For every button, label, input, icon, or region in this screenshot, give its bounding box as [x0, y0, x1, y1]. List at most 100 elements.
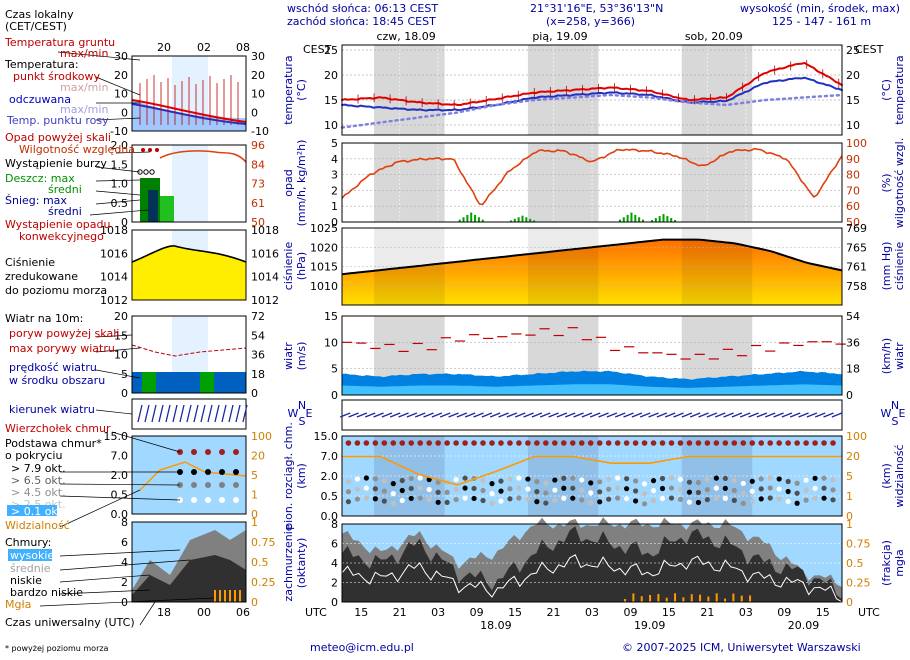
- mini-tick-right: 72: [251, 310, 265, 323]
- cloud-base-dot: [731, 477, 737, 483]
- bottom-hour-tick: 15: [662, 606, 676, 619]
- mini-wind-arrow: [200, 404, 206, 423]
- cloud-top-dot: [569, 440, 576, 446]
- compass-letter: S: [299, 415, 306, 428]
- cloud-base-dot: [552, 477, 558, 483]
- mini-tick: 1014: [100, 271, 128, 284]
- cloud-base-dot: [749, 488, 755, 494]
- mini-wind-arrow: [207, 404, 213, 423]
- cloud-base-dot: [381, 488, 387, 494]
- cloud-base-dot: [543, 500, 549, 506]
- cloud-base-dot: [480, 477, 486, 484]
- cloud-base-dot: [641, 501, 648, 507]
- bottom-hour-tick: 09: [470, 606, 484, 619]
- cloud-top-dot: [381, 440, 388, 446]
- legend-snow-mid: średni: [48, 205, 82, 218]
- mini-tick-right: 0.25: [251, 576, 276, 589]
- cloud-top-dot: [695, 440, 702, 446]
- cloud-base-dot: [507, 486, 513, 492]
- wind-arrow: [656, 412, 668, 418]
- mini-tick-right: 5: [251, 469, 258, 482]
- mini-storm-dot: [149, 169, 155, 175]
- wind-arrow: [731, 412, 743, 418]
- cloud-base-dot: [354, 476, 360, 482]
- cloud-top-dot: [749, 440, 756, 446]
- cloud-top-dot: [758, 440, 765, 446]
- legend-connector: [59, 549, 181, 557]
- mini-base-dot: [205, 497, 211, 503]
- cloud-base-dot: [516, 485, 522, 491]
- altitude-label: wysokość (min, środek, max): [740, 2, 900, 15]
- y-tick-label-right: 90: [846, 153, 860, 166]
- panel-frame: [341, 142, 843, 223]
- legend-rain-mid: średni: [48, 183, 82, 196]
- cloud-base-dot: [785, 488, 791, 495]
- mini-tick-right: 0.5: [251, 556, 269, 569]
- legend-connector: [59, 589, 151, 595]
- cloud-base-dot: [408, 485, 414, 492]
- y-tick-label-right: 0.75: [846, 538, 871, 551]
- bottom-hour-tick: 15: [816, 606, 830, 619]
- wind-arrow: [781, 412, 793, 418]
- y-tick-label-right: 20: [846, 450, 860, 463]
- cloud-base-dot: [381, 478, 387, 484]
- legend-cl-high: wysokie: [10, 549, 54, 562]
- wind-arrow: [414, 412, 426, 418]
- axis-side-label: opad: [282, 169, 295, 196]
- cloud-base-dot: [641, 481, 648, 487]
- mini-snow: [148, 190, 158, 222]
- cloud-base-dot: [794, 500, 800, 506]
- legend-wind-speed: prędkość wiatru: [9, 361, 97, 374]
- cloud-top-dot: [372, 440, 379, 446]
- y-tick-label-right: 765: [846, 241, 867, 254]
- wind-arrow: [389, 412, 401, 418]
- wind-arrow: [406, 412, 418, 418]
- mini-top-dot: [219, 449, 225, 455]
- cloud-base-dot: [794, 490, 800, 496]
- footer-email[interactable]: meteo@icm.edu.pl: [310, 641, 414, 654]
- bottom-hour-tick: 03: [739, 606, 753, 619]
- mini-tick: 1.0: [111, 178, 129, 191]
- y-tick-label: 10: [846, 119, 860, 132]
- legend-connector: [115, 151, 151, 154]
- axis-side-label: zachmurzenie: [282, 524, 295, 601]
- cloud-base-dot: [399, 487, 405, 494]
- mini-tick-right: 61: [251, 197, 265, 210]
- cloud-base-dot: [570, 495, 576, 501]
- mini-base-dot: [233, 469, 239, 475]
- cloud-base-dot: [588, 500, 594, 506]
- wind-arrow: [706, 412, 718, 418]
- mini-base-dot: [219, 482, 225, 488]
- mini-tick: 1012: [100, 294, 128, 307]
- mini-wind-area-green: [142, 372, 156, 393]
- y-tick-label-right: 1: [846, 518, 853, 531]
- legend-visibility: Widzialność: [5, 519, 70, 532]
- cloud-base-dot: [606, 496, 612, 502]
- wind-arrow: [748, 412, 759, 418]
- cloud-base-dot: [624, 486, 630, 492]
- wind-arrow: [481, 412, 493, 418]
- precip-panel: 0 1 2 3 4 5 50 60 70 80 90 100: [331, 137, 867, 229]
- humidity-line: [341, 147, 843, 206]
- cloud-base-dot: [830, 477, 836, 483]
- legend-wind-area: w środku obszaru: [9, 374, 105, 387]
- mini-tick: 15.0: [104, 430, 129, 443]
- fog-bar: [707, 596, 710, 602]
- y-tick-label-right: 0: [846, 389, 853, 402]
- mini-tick: 20: [114, 69, 128, 82]
- cloud-base-dot: [372, 486, 378, 492]
- mini-tick-right: 1016: [251, 247, 279, 260]
- cloud-base-dot: [417, 475, 423, 481]
- cloud-top-dot: [596, 440, 603, 446]
- wind-arrow: [514, 412, 526, 418]
- cloud-base-dot: [686, 479, 693, 485]
- cloud-base-dot: [435, 489, 441, 495]
- cloud-top-dot: [435, 440, 441, 446]
- panel-frame: [341, 44, 843, 136]
- cloud-base-dot: [345, 479, 352, 485]
- cloud-base-dot: [534, 489, 540, 495]
- legend-temp-dew: Temp. punktu rosy: [6, 114, 109, 127]
- rain-bar: [670, 218, 673, 222]
- y-tick-label-right: 80: [846, 169, 860, 182]
